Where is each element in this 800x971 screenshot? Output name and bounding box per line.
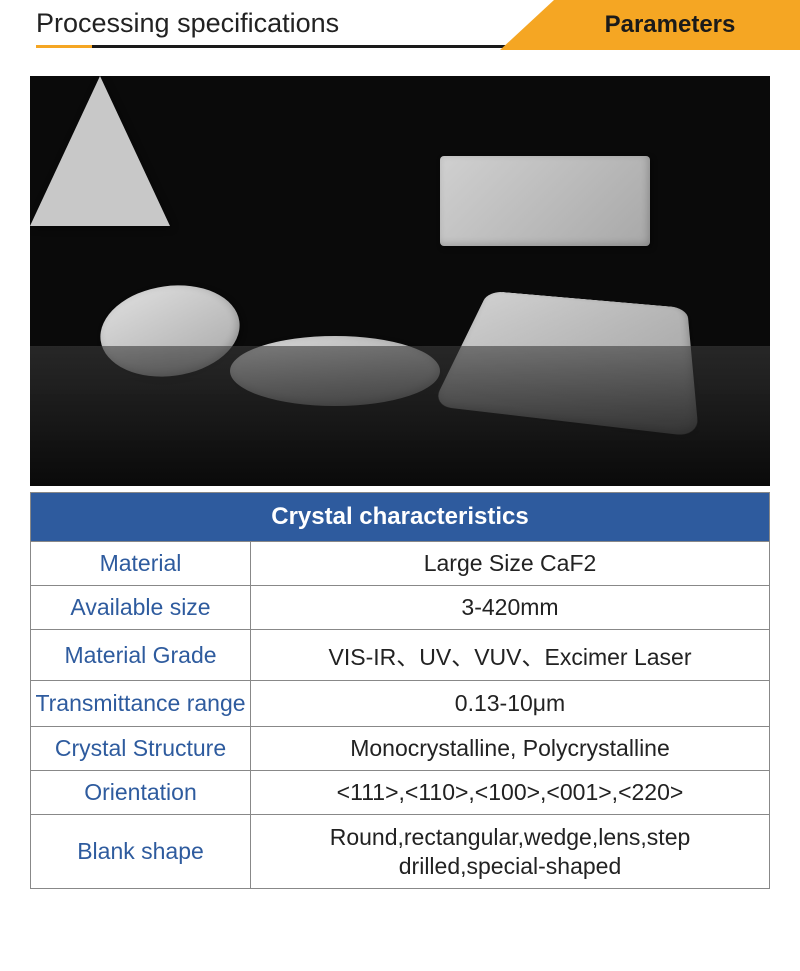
header-bar: Processing specifications Parameters — [0, 0, 800, 60]
spec-table: Crystal characteristics Material Large S… — [30, 492, 770, 889]
row-label: Blank shape — [31, 814, 251, 889]
shape-rectangle — [440, 156, 650, 246]
table-row: Blank shape Round,rectangular,wedge,lens… — [31, 814, 770, 889]
row-label: Orientation — [31, 770, 251, 814]
image-reflection — [30, 346, 770, 486]
table-row: Orientation <111>,<110>,<100>,<001>,<220… — [31, 770, 770, 814]
row-label: Available size — [31, 586, 251, 630]
row-label: Transmittance range — [31, 681, 251, 727]
table-row: Crystal Structure Monocrystalline, Polyc… — [31, 726, 770, 770]
row-value: VIS-IR、UV、VUV、Excimer Laser — [251, 630, 770, 681]
row-value: Large Size CaF2 — [251, 542, 770, 586]
table-row: Available size 3-420mm — [31, 586, 770, 630]
row-value: Round,rectangular,wedge,lens,step drille… — [251, 814, 770, 889]
table-row: Material Large Size CaF2 — [31, 542, 770, 586]
row-label: Crystal Structure — [31, 726, 251, 770]
row-value: 3-420mm — [251, 586, 770, 630]
row-label: Material — [31, 542, 251, 586]
table-header: Crystal characteristics — [31, 493, 770, 542]
parameters-label: Parameters — [605, 11, 736, 39]
title-underline — [36, 45, 528, 48]
row-value: <111>,<110>,<100>,<001>,<220> — [251, 770, 770, 814]
table-row: Material Grade VIS-IR、UV、VUV、Excimer Las… — [31, 630, 770, 681]
row-label: Material Grade — [31, 630, 251, 681]
table-row: Transmittance range 0.13-10μm — [31, 681, 770, 727]
shape-prism — [30, 76, 170, 226]
row-value: 0.13-10μm — [251, 681, 770, 727]
row-value: Monocrystalline, Polycrystalline — [251, 726, 770, 770]
product-image — [30, 76, 770, 486]
